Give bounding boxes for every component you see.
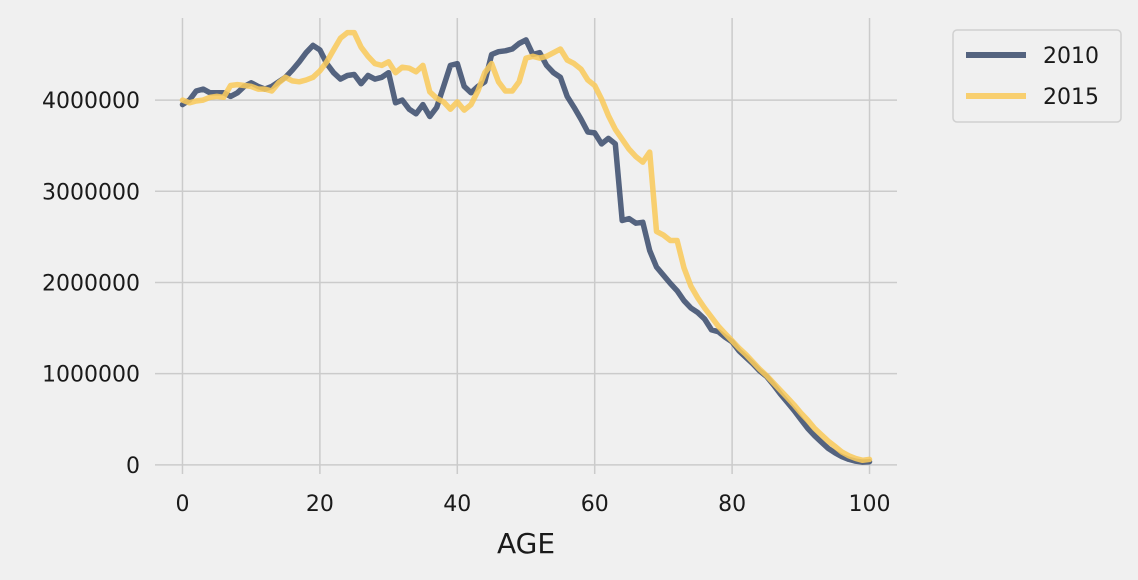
- y-tick-label: 4000000: [42, 89, 140, 114]
- x-tick-label: 100: [849, 492, 891, 517]
- y-tick-label: 0: [126, 454, 140, 479]
- x-tick-label: 0: [175, 492, 189, 517]
- legend: 2010 2015: [952, 29, 1122, 123]
- legend-items: 2010 2015: [966, 44, 1099, 110]
- y-tick-labels: 0 1000000 2000000 3000000 4000000: [42, 89, 140, 479]
- x-tick-label: 80: [718, 492, 746, 517]
- series-line-2015: [179, 29, 873, 464]
- grid: [155, 18, 897, 474]
- x-axis-label: AGE: [497, 527, 555, 560]
- series-line-2010: [179, 37, 873, 465]
- y-tick-label: 2000000: [42, 271, 140, 296]
- y-tick-label: 1000000: [42, 363, 140, 388]
- x-tick-label: 40: [443, 492, 471, 517]
- legend-label-2015: 2015: [1043, 85, 1099, 110]
- x-tick-labels: 0 20 40 60 80 100: [175, 492, 890, 517]
- series-lines: [179, 29, 873, 465]
- legend-label-2010: 2010: [1043, 44, 1099, 69]
- x-tick-label: 60: [581, 492, 609, 517]
- x-tick-label: 20: [306, 492, 334, 517]
- y-tick-label: 3000000: [42, 180, 140, 205]
